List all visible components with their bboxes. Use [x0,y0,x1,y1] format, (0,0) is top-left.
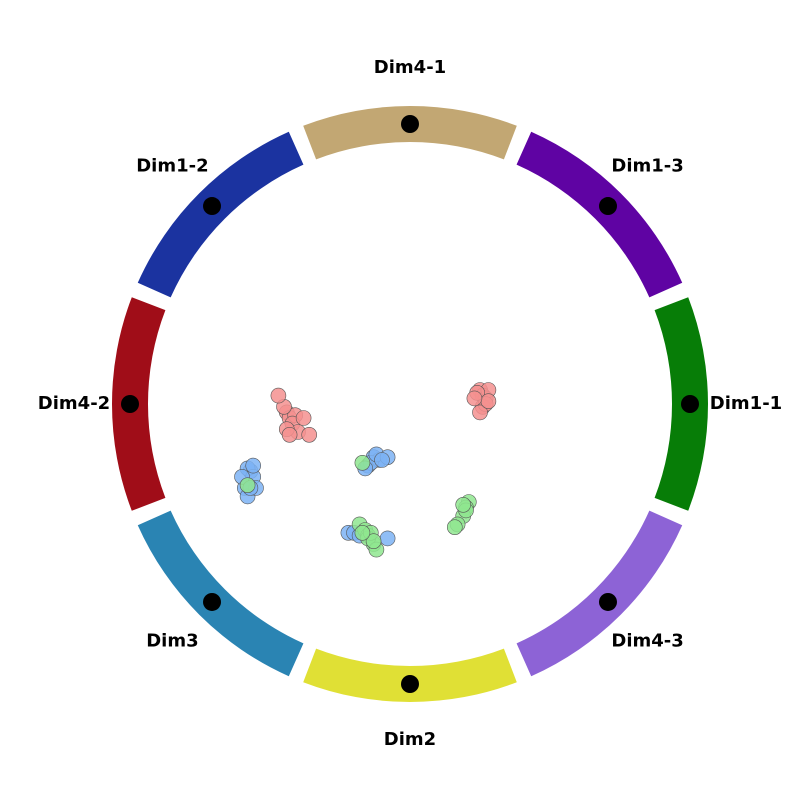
data-point [281,426,298,443]
anchor-point-dim1-1 [681,395,699,413]
data-point [472,404,488,421]
data-point [455,496,472,513]
anchor-label-dim1-1: Dim1-1 [710,393,782,414]
data-point [295,410,312,426]
data-point [480,393,497,410]
anchor-label-dim4-2: Dim4-2 [38,393,110,414]
anchor-point-dim4-3 [598,592,617,611]
data-point [354,454,371,471]
anchor-label-dim3: Dim3 [146,631,198,652]
data-point [239,477,256,494]
data-point [374,452,390,468]
data-point [301,426,318,443]
data-point [446,519,463,536]
arc-dim1-2 [137,131,304,298]
anchor-label-dim1-2: Dim1-2 [136,155,208,176]
data-point [270,387,287,404]
arc-dim3 [137,510,304,677]
anchor-point-dim1-3 [598,197,617,216]
data-point [354,524,371,541]
data-point [466,390,483,407]
anchor-point-dim4-1 [401,115,419,133]
arc-dim1-3 [516,131,683,298]
anchor-label-dim4-1: Dim4-1 [374,57,446,78]
anchor-labels: Dim1-1 Dim1-3 Dim4-1 Dim1-2 Dim4-2 Dim3 Dim2 Di… [38,57,782,750]
data-point [379,530,396,547]
anchor-point-dim2 [401,675,419,693]
data-point [245,457,261,474]
anchor-label-dim1-3: Dim1-3 [611,155,683,176]
anchor-markers [121,115,699,693]
anchor-label-dim2: Dim2 [384,729,436,750]
anchor-point-dim3 [203,592,222,611]
anchor-point-dim4-2 [121,395,139,413]
arc-dim4-3 [516,510,683,677]
anchor-point-dim1-2 [203,197,222,216]
data-points [234,382,497,558]
anchor-label-dim4-3: Dim4-3 [611,631,683,652]
anchor-arcs [111,106,708,703]
data-point [365,533,382,550]
